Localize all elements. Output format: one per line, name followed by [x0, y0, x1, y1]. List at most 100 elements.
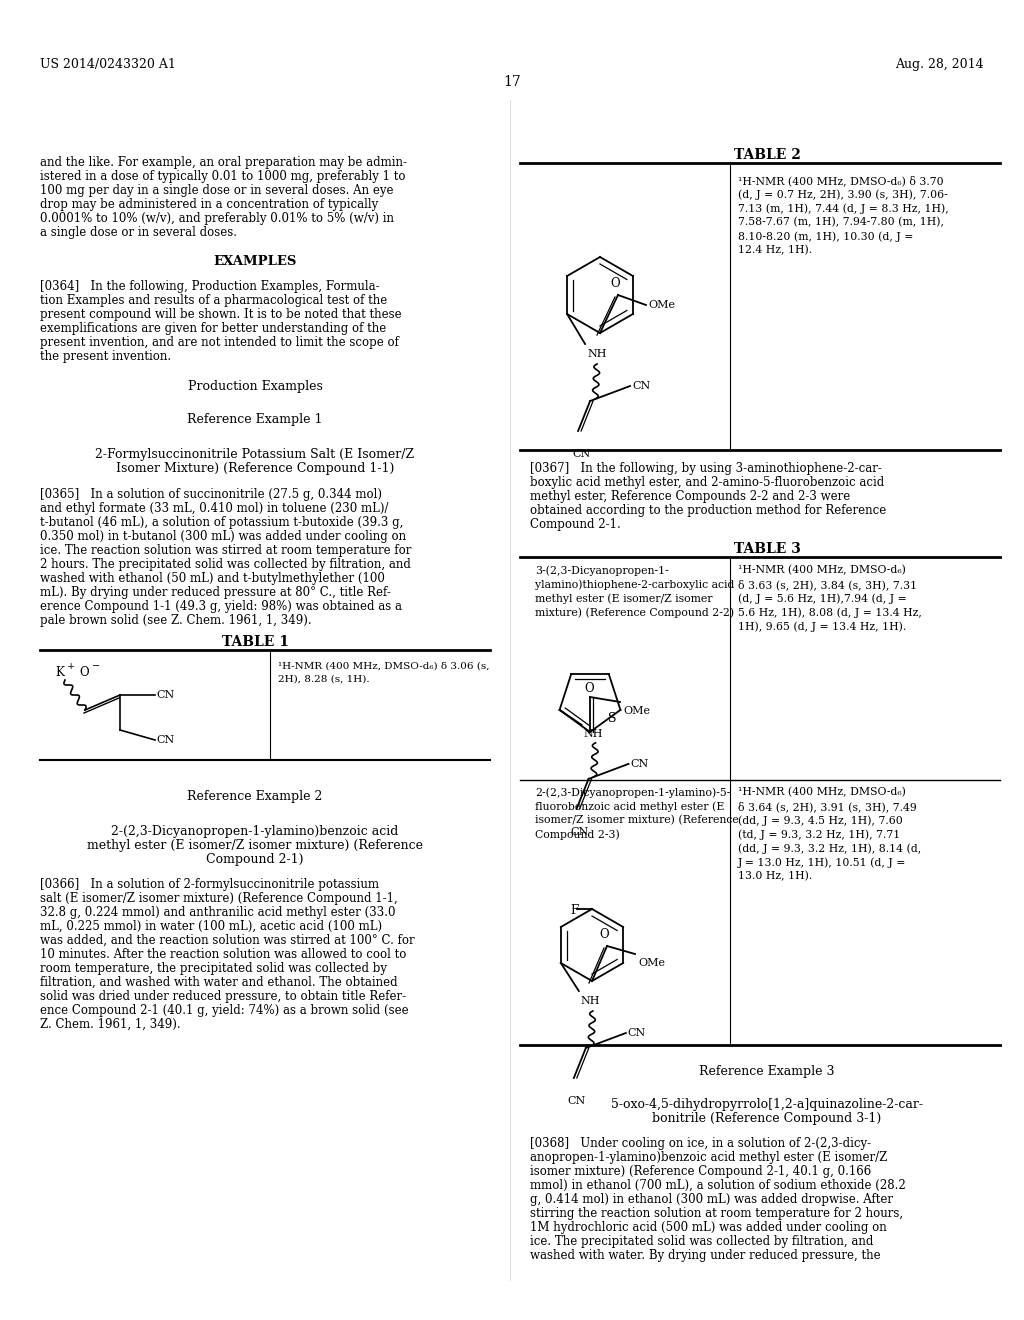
- Text: ¹H-NMR (400 MHz, DMSO-d₆) δ 3.06 (s,: ¹H-NMR (400 MHz, DMSO-d₆) δ 3.06 (s,: [278, 663, 489, 671]
- Text: 100 mg per day in a single dose or in several doses. An eye: 100 mg per day in a single dose or in se…: [40, 183, 393, 197]
- Text: CN: CN: [156, 690, 174, 700]
- Text: (d, J = 5.6 Hz, 1H),7.94 (d, J =: (d, J = 5.6 Hz, 1H),7.94 (d, J =: [738, 593, 906, 603]
- Text: t-butanol (46 mL), a solution of potassium t-butoxide (39.3 g,: t-butanol (46 mL), a solution of potassi…: [40, 516, 403, 529]
- Text: CN: CN: [570, 826, 589, 837]
- Text: (dd, J = 9.3, 4.5 Hz, 1H), 7.60: (dd, J = 9.3, 4.5 Hz, 1H), 7.60: [738, 814, 903, 825]
- Text: (td, J = 9.3, 3.2 Hz, 1H), 7.71: (td, J = 9.3, 3.2 Hz, 1H), 7.71: [738, 829, 900, 840]
- Text: ylamino)thiophene-2-carboxylic acid: ylamino)thiophene-2-carboxylic acid: [535, 579, 734, 590]
- Text: CN: CN: [572, 449, 591, 459]
- Text: ice. The reaction solution was stirred at room temperature for: ice. The reaction solution was stirred a…: [40, 544, 412, 557]
- Text: NH: NH: [584, 729, 603, 739]
- Text: pale brown solid (see Z. Chem. 1961, 1, 349).: pale brown solid (see Z. Chem. 1961, 1, …: [40, 614, 311, 627]
- Text: mL). By drying under reduced pressure at 80° C., title Ref-: mL). By drying under reduced pressure at…: [40, 586, 391, 599]
- Text: methyl ester, Reference Compounds 2-2 and 2-3 were: methyl ester, Reference Compounds 2-2 an…: [530, 490, 850, 503]
- Text: J = 13.0 Hz, 1H), 10.51 (d, J =: J = 13.0 Hz, 1H), 10.51 (d, J =: [738, 857, 906, 867]
- Text: mmol) in ethanol (700 mL), a solution of sodium ethoxide (28.2: mmol) in ethanol (700 mL), a solution of…: [530, 1179, 906, 1192]
- Text: (dd, J = 9.3, 3.2 Hz, 1H), 8.14 (d,: (dd, J = 9.3, 3.2 Hz, 1H), 8.14 (d,: [738, 843, 922, 854]
- Text: room temperature, the precipitated solid was collected by: room temperature, the precipitated solid…: [40, 962, 387, 975]
- Text: bonitrile (Reference Compound 3-1): bonitrile (Reference Compound 3-1): [652, 1111, 882, 1125]
- Text: 7.13 (m, 1H), 7.44 (d, J = 8.3 Hz, 1H),: 7.13 (m, 1H), 7.44 (d, J = 8.3 Hz, 1H),: [738, 203, 949, 214]
- Text: CN: CN: [632, 381, 650, 391]
- Text: stirring the reaction solution at room temperature for 2 hours,: stirring the reaction solution at room t…: [530, 1206, 903, 1220]
- Text: istered in a dose of typically 0.01 to 1000 mg, preferably 1 to: istered in a dose of typically 0.01 to 1…: [40, 170, 406, 183]
- Text: NH: NH: [581, 997, 600, 1006]
- Text: δ 3.64 (s, 2H), 3.91 (s, 3H), 7.49: δ 3.64 (s, 2H), 3.91 (s, 3H), 7.49: [738, 801, 916, 812]
- Text: ¹H-NMR (400 MHz, DMSO-d₆) δ 3.70: ¹H-NMR (400 MHz, DMSO-d₆) δ 3.70: [738, 176, 944, 186]
- Text: obtained according to the production method for Reference: obtained according to the production met…: [530, 504, 886, 517]
- Text: [0367]   In the following, by using 3-aminothiophene-2-car-: [0367] In the following, by using 3-amin…: [530, 462, 882, 475]
- Text: 5.6 Hz, 1H), 8.08 (d, J = 13.4 Hz,: 5.6 Hz, 1H), 8.08 (d, J = 13.4 Hz,: [738, 607, 922, 618]
- Text: a single dose or in several doses.: a single dose or in several doses.: [40, 226, 237, 239]
- Text: mixture) (Reference Compound 2-2): mixture) (Reference Compound 2-2): [535, 607, 734, 618]
- Text: NH: NH: [587, 348, 606, 359]
- Text: F: F: [570, 904, 579, 917]
- Text: (d, J = 0.7 Hz, 2H), 3.90 (s, 3H), 7.06-: (d, J = 0.7 Hz, 2H), 3.90 (s, 3H), 7.06-: [738, 189, 948, 199]
- Text: ence Compound 2-1 (40.1 g, yield: 74%) as a brown solid (see: ence Compound 2-1 (40.1 g, yield: 74%) a…: [40, 1005, 409, 1016]
- Text: present invention, and are not intended to limit the scope of: present invention, and are not intended …: [40, 337, 399, 348]
- Text: 2 hours. The precipitated solid was collected by filtration, and: 2 hours. The precipitated solid was coll…: [40, 558, 411, 572]
- Text: ice. The precipitated solid was collected by filtration, and: ice. The precipitated solid was collecte…: [530, 1236, 873, 1247]
- Text: and ethyl formate (33 mL, 0.410 mol) in toluene (230 mL)/: and ethyl formate (33 mL, 0.410 mol) in …: [40, 502, 388, 515]
- Text: fluorobenzoic acid methyl ester (E: fluorobenzoic acid methyl ester (E: [535, 801, 724, 812]
- Text: 0.350 mol) in t-butanol (300 mL) was added under cooling on: 0.350 mol) in t-butanol (300 mL) was add…: [40, 531, 407, 543]
- Text: +: +: [67, 663, 75, 671]
- Text: solid was dried under reduced pressure, to obtain title Refer-: solid was dried under reduced pressure, …: [40, 990, 407, 1003]
- Text: O: O: [79, 667, 89, 678]
- Text: −: −: [92, 663, 100, 671]
- Text: 1H), 9.65 (d, J = 13.4 Hz, 1H).: 1H), 9.65 (d, J = 13.4 Hz, 1H).: [738, 620, 906, 631]
- Text: Reference Example 2: Reference Example 2: [187, 789, 323, 803]
- Text: [0364]   In the following, Production Examples, Formula-: [0364] In the following, Production Exam…: [40, 280, 380, 293]
- Text: CN: CN: [568, 1096, 586, 1106]
- Text: isomer/Z isomer mixture) (Reference: isomer/Z isomer mixture) (Reference: [535, 814, 738, 825]
- Text: O: O: [610, 277, 620, 290]
- Text: OMe: OMe: [638, 958, 665, 968]
- Text: 5-oxo-4,5-dihydropyrrolo[1,2-a]quinazoline-2-car-: 5-oxo-4,5-dihydropyrrolo[1,2-a]quinazoli…: [611, 1098, 923, 1111]
- Text: 32.8 g, 0.224 mmol) and anthranilic acid methyl ester (33.0: 32.8 g, 0.224 mmol) and anthranilic acid…: [40, 906, 395, 919]
- Text: CN: CN: [628, 1028, 646, 1038]
- Text: Production Examples: Production Examples: [187, 380, 323, 393]
- Text: O: O: [599, 928, 608, 941]
- Text: Compound 2-1.: Compound 2-1.: [530, 517, 621, 531]
- Text: 0.0001% to 10% (w/v), and preferably 0.01% to 5% (w/v) in: 0.0001% to 10% (w/v), and preferably 0.0…: [40, 213, 394, 224]
- Text: CN: CN: [156, 735, 174, 744]
- Text: OMe: OMe: [623, 706, 650, 715]
- Text: K: K: [55, 667, 63, 678]
- Text: EXAMPLES: EXAMPLES: [213, 255, 297, 268]
- Text: 13.0 Hz, 1H).: 13.0 Hz, 1H).: [738, 871, 812, 882]
- Text: methyl ester (E isomer/Z isomer: methyl ester (E isomer/Z isomer: [535, 593, 713, 603]
- Text: erence Compound 1-1 (49.3 g, yield: 98%) was obtained as a: erence Compound 1-1 (49.3 g, yield: 98%)…: [40, 601, 402, 612]
- Text: methyl ester (E isomer/Z isomer mixture) (Reference: methyl ester (E isomer/Z isomer mixture)…: [87, 840, 423, 851]
- Text: boxylic acid methyl ester, and 2-amino-5-fluorobenzoic acid: boxylic acid methyl ester, and 2-amino-5…: [530, 477, 885, 488]
- Text: was added, and the reaction solution was stirred at 100° C. for: was added, and the reaction solution was…: [40, 935, 415, 946]
- Text: anopropen-1-ylamino)benzoic acid methyl ester (E isomer/Z: anopropen-1-ylamino)benzoic acid methyl …: [530, 1151, 888, 1164]
- Text: 10 minutes. After the reaction solution was allowed to cool to: 10 minutes. After the reaction solution …: [40, 948, 407, 961]
- Text: and the like. For example, an oral preparation may be admin-: and the like. For example, an oral prepa…: [40, 156, 407, 169]
- Text: 12.4 Hz, 1H).: 12.4 Hz, 1H).: [738, 246, 812, 255]
- Text: present compound will be shown. It is to be noted that these: present compound will be shown. It is to…: [40, 308, 401, 321]
- Text: Aug. 28, 2014: Aug. 28, 2014: [895, 58, 984, 71]
- Text: exemplifications are given for better understanding of the: exemplifications are given for better un…: [40, 322, 386, 335]
- Text: Compound 2-1): Compound 2-1): [206, 853, 304, 866]
- Text: Z. Chem. 1961, 1, 349).: Z. Chem. 1961, 1, 349).: [40, 1018, 180, 1031]
- Text: Reference Example 3: Reference Example 3: [699, 1065, 835, 1078]
- Text: Isomer Mixture) (Reference Compound 1-1): Isomer Mixture) (Reference Compound 1-1): [116, 462, 394, 475]
- Text: the present invention.: the present invention.: [40, 350, 171, 363]
- Text: g, 0.414 mol) in ethanol (300 mL) was added dropwise. After: g, 0.414 mol) in ethanol (300 mL) was ad…: [530, 1193, 893, 1206]
- Text: [0368]   Under cooling on ice, in a solution of 2-(2,3-dicy-: [0368] Under cooling on ice, in a soluti…: [530, 1137, 871, 1150]
- Text: 1M hydrochloric acid (500 mL) was added under cooling on: 1M hydrochloric acid (500 mL) was added …: [530, 1221, 887, 1234]
- Text: 2H), 8.28 (s, 1H).: 2H), 8.28 (s, 1H).: [278, 675, 370, 684]
- Text: Compound 2-3): Compound 2-3): [535, 829, 620, 840]
- Text: 7.58-7.67 (m, 1H), 7.94-7.80 (m, 1H),: 7.58-7.67 (m, 1H), 7.94-7.80 (m, 1H),: [738, 216, 944, 227]
- Text: 17: 17: [503, 75, 521, 88]
- Text: US 2014/0243320 A1: US 2014/0243320 A1: [40, 58, 176, 71]
- Text: drop may be administered in a concentration of typically: drop may be administered in a concentrat…: [40, 198, 378, 211]
- Text: mL, 0.225 mmol) in water (100 mL), acetic acid (100 mL): mL, 0.225 mmol) in water (100 mL), aceti…: [40, 920, 382, 933]
- Text: [0365]   In a solution of succinonitrile (27.5 g, 0.344 mol): [0365] In a solution of succinonitrile (…: [40, 488, 382, 502]
- Text: 2-(2,3-Dicyanopropen-1-ylamino)-5-: 2-(2,3-Dicyanopropen-1-ylamino)-5-: [535, 787, 730, 797]
- Text: filtration, and washed with water and ethanol. The obtained: filtration, and washed with water and et…: [40, 975, 397, 989]
- Text: Reference Example 1: Reference Example 1: [187, 413, 323, 426]
- Text: isomer mixture) (Reference Compound 2-1, 40.1 g, 0.166: isomer mixture) (Reference Compound 2-1,…: [530, 1166, 871, 1177]
- Text: 2-Formylsuccinonitrile Potassium Salt (E Isomer/Z: 2-Formylsuccinonitrile Potassium Salt (E…: [95, 447, 415, 461]
- Text: tion Examples and results of a pharmacological test of the: tion Examples and results of a pharmacol…: [40, 294, 387, 308]
- Text: TABLE 3: TABLE 3: [733, 543, 801, 556]
